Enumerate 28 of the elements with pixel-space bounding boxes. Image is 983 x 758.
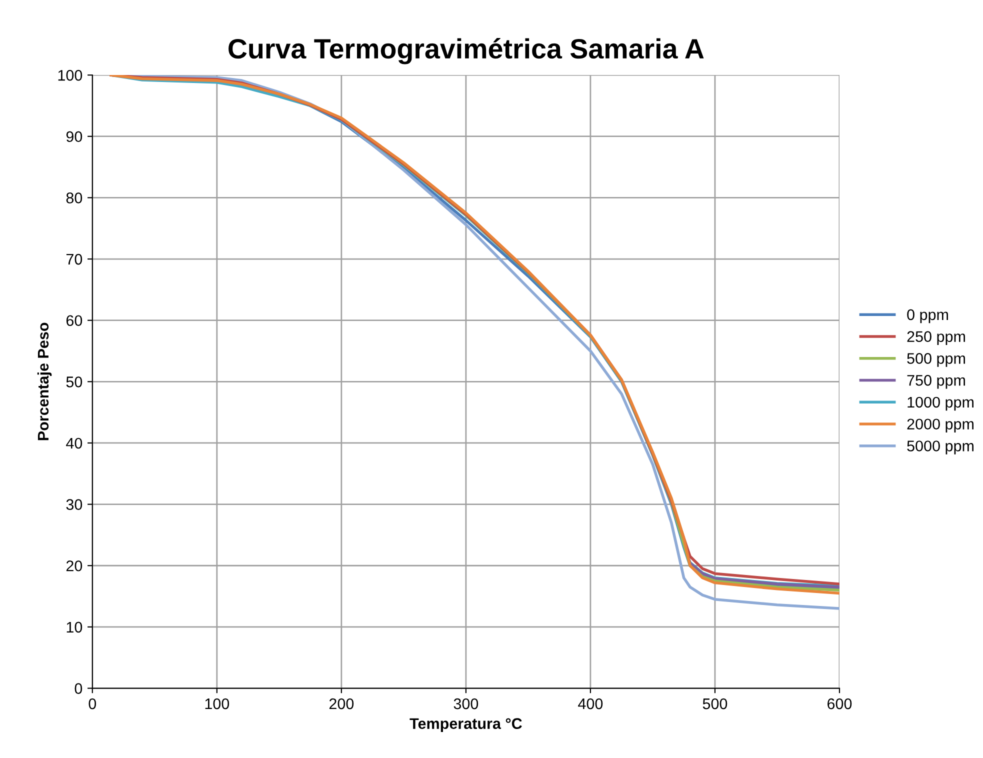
y-tick-label: 40 [66,438,82,449]
legend-label: 250 ppm [907,331,965,346]
y-tick-label: 50 [66,376,82,388]
y-tick-label: 90 [66,131,82,142]
y-tick-label: 10 [66,622,82,633]
x-tick-label: 100 [205,698,230,710]
x-tick-label: 500 [702,698,728,710]
x-tick-label: 0 [88,698,96,710]
y-axis-title: Porcentaje Peso [37,322,52,440]
legend-label: 750 ppm [907,374,965,389]
legend-label: 1000 ppm [908,396,974,411]
legend-label: 500 ppm [907,353,965,367]
y-tick-label: 100 [58,70,82,81]
y-tick-label: 0 [74,683,82,694]
y-tick-label: 60 [66,315,82,326]
x-tick-label: 200 [329,698,354,710]
chart-title: Curva Termogravimétrica Samaria A [228,38,704,64]
x-axis-title: Temperatura °C [410,718,522,732]
y-tick-label: 30 [66,499,82,510]
legend-label: 2000 ppm [907,418,974,433]
y-tick-label: 70 [66,254,82,265]
x-tick-label: 600 [828,698,852,710]
y-tick-label: 20 [66,560,82,572]
legend-label: 5000 ppm [907,440,974,454]
y-tick-label: 80 [66,192,82,204]
legend-label: 0 ppm [907,309,948,324]
x-tick-label: 400 [578,698,603,710]
x-tick-label: 300 [454,698,478,710]
